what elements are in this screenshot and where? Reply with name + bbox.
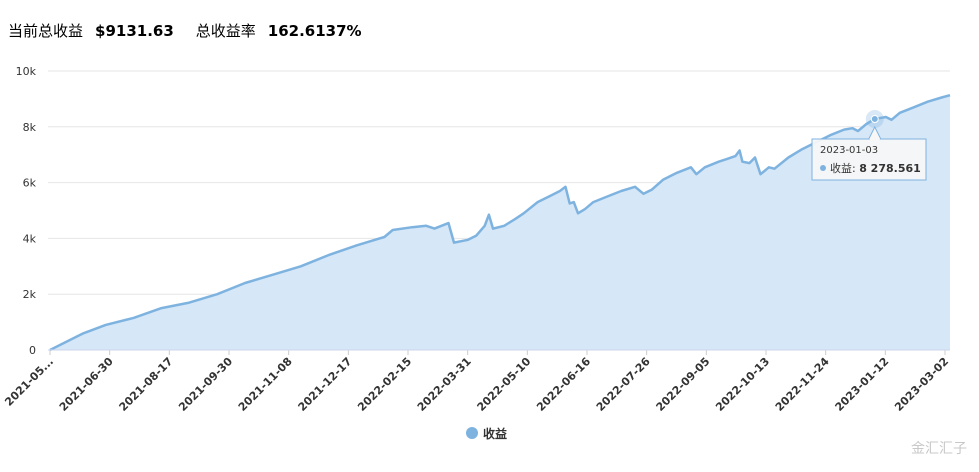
watermark: 金汇汇子: [911, 441, 967, 457]
x-tick-label: 2022-10-13: [713, 355, 772, 414]
x-tick-label: 2022-06-16: [534, 355, 593, 414]
tooltip-pointer: [868, 125, 882, 140]
total-profit-value: $9131.63: [95, 21, 174, 40]
series-area: [50, 95, 950, 350]
y-tick-label: 10k: [16, 65, 37, 78]
x-tick-label: 2022-02-15: [355, 355, 414, 414]
x-tick-label: 2022-03-31: [415, 355, 474, 414]
x-tick-label: 2021-06-30: [57, 355, 116, 414]
x-tick-label: 2022-09-05: [653, 355, 712, 414]
tooltip-series-dot: [820, 165, 826, 171]
legend: 收益: [466, 426, 507, 441]
series-line: [49, 93, 951, 352]
x-tick-label: 2022-07-26: [594, 355, 653, 414]
legend-label: 收益: [483, 426, 507, 441]
total-rate-label: 总收益率: [195, 22, 256, 40]
x-tick-label: 2021-09-30: [176, 355, 235, 414]
y-tick-label: 2k: [23, 288, 37, 301]
summary-header: 当前总收益 $9131.63 总收益率 162.6137%: [8, 20, 362, 44]
tooltip-value: 8 278.561: [859, 162, 921, 175]
tooltip-series-label: 收益: 8 278.561: [830, 161, 921, 175]
series-profit: [48, 93, 951, 352]
x-tick-label: 2021-05...: [2, 355, 56, 409]
y-tick-label: 6k: [23, 177, 37, 190]
y-tick-label: 4k: [23, 232, 37, 245]
hover-point: [870, 115, 879, 124]
y-tick-label: 0: [29, 344, 36, 357]
legend-swatch: [466, 427, 478, 439]
x-tick-label: 2022-11-24: [773, 355, 832, 414]
x-tick-label: 2023-01-12: [832, 355, 891, 414]
chart-tooltip: 2023-01-03 收益: 8 278.561: [811, 110, 927, 181]
y-tick-label: 8k: [23, 121, 37, 134]
x-tick-label: 2023-03-02: [892, 355, 951, 414]
y-axis-ticks: 0 2k 4k 6k 8k 10k: [16, 65, 37, 357]
tooltip-box: [811, 138, 927, 181]
x-tick-label: 2021-08-17: [116, 355, 175, 414]
total-rate-value: 162.6137%: [267, 21, 362, 40]
x-axis-ticks: 2021-05... 2021-06-30 2021-08-17 2021-09-30…: [2, 350, 951, 414]
total-profit-label: 当前总收益: [8, 22, 84, 40]
tooltip-date: 2023-01-03: [820, 145, 878, 156]
x-tick-label: 2021-11-08: [236, 355, 295, 414]
x-tick-label: 2021-12-17: [295, 355, 354, 414]
x-tick-label: 2022-05-10: [474, 355, 533, 414]
